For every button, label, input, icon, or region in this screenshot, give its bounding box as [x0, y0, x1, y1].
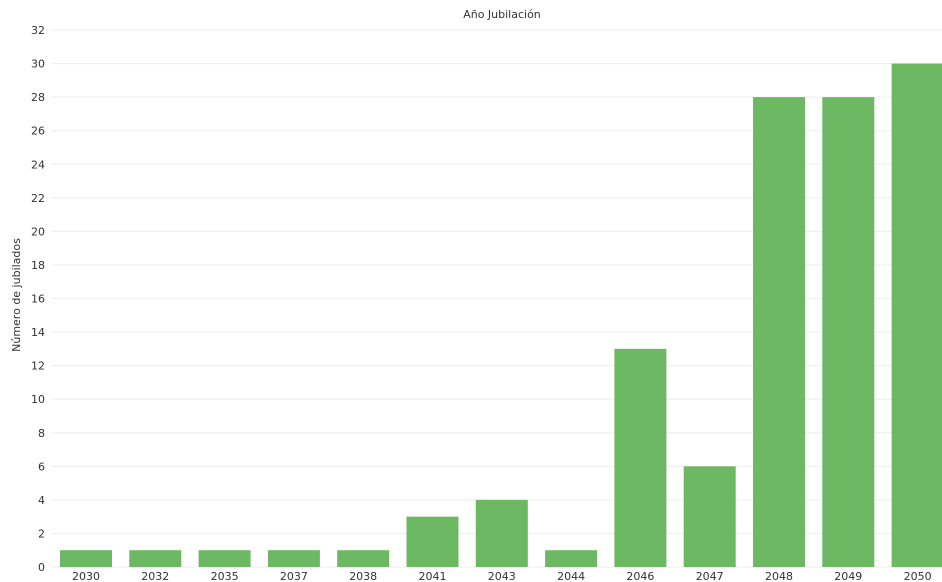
- bars: [60, 63, 942, 567]
- x-tick-label: 2035: [211, 570, 239, 582]
- y-tick-label: 30: [31, 58, 45, 71]
- bar-2038[interactable]: [337, 550, 390, 567]
- y-tick-label: 28: [31, 91, 45, 104]
- bar-2044[interactable]: [545, 550, 598, 567]
- bar-2048[interactable]: [753, 97, 805, 567]
- bar-2049[interactable]: [822, 97, 875, 567]
- y-tick-label: 4: [38, 494, 45, 507]
- x-tick-label: 2047: [696, 570, 724, 582]
- x-axis-ticks: 2030 2032 2035 2037 2038 2041 2043 2044 2046 2047…: [72, 570, 932, 582]
- x-tick-label: 2037: [280, 570, 308, 582]
- bar-2043[interactable]: [475, 499, 528, 567]
- y-tick-label: 2: [38, 527, 45, 540]
- y-tick-label: 20: [31, 225, 45, 238]
- y-tick-label: 26: [31, 125, 45, 138]
- x-tick-label: 2041: [419, 570, 447, 582]
- y-tick-label: 6: [38, 460, 45, 473]
- bar-2041[interactable]: [406, 516, 459, 567]
- bar-2046[interactable]: [614, 348, 667, 567]
- x-tick-label: 2049: [834, 570, 862, 582]
- x-tick-label: 2030: [72, 570, 100, 582]
- x-tick-label: 2050: [904, 570, 932, 582]
- y-tick-label: 10: [31, 393, 45, 406]
- y-tick-label: 12: [31, 360, 45, 373]
- bar-2037[interactable]: [267, 550, 320, 567]
- y-tick-label: 32: [31, 24, 45, 37]
- bar-2032[interactable]: [129, 550, 182, 567]
- y-tick-label: 18: [31, 259, 45, 272]
- bar-2030[interactable]: [60, 550, 112, 567]
- bar-2050[interactable]: [891, 63, 942, 567]
- x-tick-label: 2043: [488, 570, 516, 582]
- y-tick-label: 22: [31, 192, 45, 205]
- y-tick-label: 24: [31, 158, 45, 171]
- y-tick-label: 16: [31, 293, 45, 306]
- chart-title: Año Jubilación: [463, 8, 541, 21]
- gridlines: [52, 29, 942, 568]
- x-tick-label: 2048: [765, 570, 793, 582]
- y-axis-label: Número de jubilados: [10, 238, 23, 352]
- x-tick-label: 2046: [626, 570, 654, 582]
- x-tick-label: 2044: [557, 570, 585, 582]
- y-tick-label: 0: [38, 561, 45, 574]
- y-tick-label: 8: [38, 427, 45, 440]
- bar-2047[interactable]: [683, 466, 736, 567]
- x-tick-label: 2038: [349, 570, 377, 582]
- x-tick-label: 2032: [141, 570, 169, 582]
- bar-2035[interactable]: [198, 550, 251, 567]
- y-tick-label: 14: [31, 326, 45, 339]
